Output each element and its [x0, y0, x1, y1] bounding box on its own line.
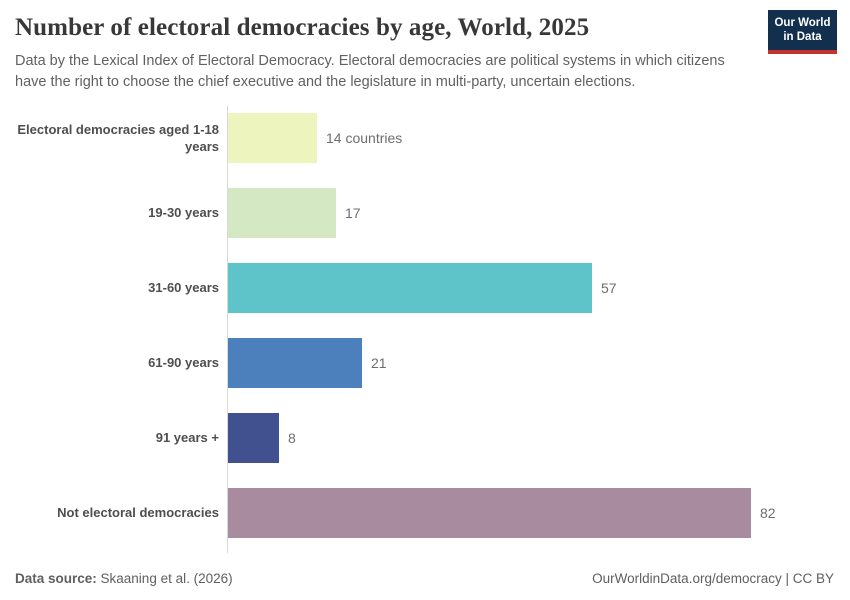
bar — [228, 488, 751, 539]
category-label: 91 years + — [155, 430, 219, 446]
bar — [228, 338, 362, 389]
owid-logo-line2: in Data — [783, 31, 822, 44]
owid-license-link[interactable]: OurWorldinData.org/democracy | CC BY — [592, 571, 834, 586]
category-label: 19-30 years — [148, 205, 219, 221]
category-label: 31-60 years — [148, 280, 219, 296]
data-source: Data source: Skaaning et al. (2026) — [15, 571, 233, 586]
bar-area: 14 countries — [227, 113, 834, 164]
bar-area: 8 — [227, 413, 834, 464]
bar — [228, 188, 336, 239]
data-source-label: Data source: — [15, 571, 97, 586]
chart-row: 31-60 years 57 — [15, 263, 834, 314]
bar — [228, 113, 317, 164]
value-label: 8 — [288, 430, 296, 447]
chart-row: 19-30 years 17 — [15, 188, 834, 239]
chart-row: 61-90 years 21 — [15, 338, 834, 389]
chart-title: Number of electoral democracies by age, … — [15, 14, 590, 41]
y-axis-line — [227, 106, 228, 554]
bar-area: 21 — [227, 338, 834, 389]
bar-area: 82 — [227, 488, 834, 539]
value-label: 17 — [345, 205, 361, 222]
data-source-value: Skaaning et al. (2026) — [96, 571, 233, 586]
chart-subtitle: Data by the Lexical Index of Electoral D… — [15, 53, 725, 90]
chart-row: Not electoral democracies 82 — [15, 488, 834, 539]
bar — [228, 413, 279, 464]
owid-logo: Our World in Data — [768, 10, 837, 54]
value-label: 57 — [601, 280, 617, 297]
bar-area: 57 — [227, 263, 834, 314]
category-label: Not electoral democracies — [57, 505, 219, 521]
bar-chart: Electoral democracies aged 1-18 years 14 … — [15, 106, 834, 554]
owid-logo-line1: Our World — [774, 17, 831, 29]
value-label: 82 — [760, 505, 776, 522]
bar — [228, 263, 592, 314]
chart-row: Electoral democracies aged 1-18 years 14 … — [15, 113, 834, 164]
category-label: Electoral democracies aged 1-18 years — [17, 121, 219, 155]
bar-area: 17 — [227, 188, 834, 239]
chart-footer: Data source: Skaaning et al. (2026) OurW… — [15, 571, 834, 586]
bar-chart-rows: Electoral democracies aged 1-18 years 14 … — [15, 113, 834, 539]
value-label: 21 — [371, 355, 387, 372]
category-label: 61-90 years — [148, 355, 219, 371]
value-label: 14 countries — [326, 130, 403, 147]
chart-row: 91 years + 8 — [15, 413, 834, 464]
